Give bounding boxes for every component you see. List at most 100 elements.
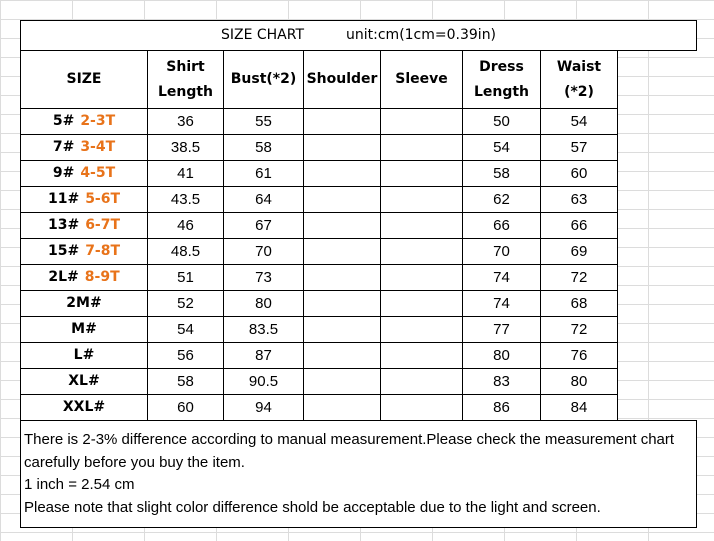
table-cell: 60 <box>540 160 618 187</box>
size-label: M# <box>71 321 97 337</box>
unit: unit:cm(1cm=0.39in) <box>346 27 497 43</box>
table-cell: 62 <box>462 186 541 213</box>
table-cell: 67 <box>223 212 304 239</box>
table-cell: 74 <box>462 264 541 291</box>
table-cell <box>380 186 463 213</box>
table-cell: 38.5 <box>147 134 224 161</box>
table-cell: 90.5 <box>223 368 304 395</box>
age-label: 4-5T <box>80 165 116 181</box>
table-cell: 63 <box>540 186 618 213</box>
table-cell: 58 <box>223 134 304 161</box>
note-line: There is 2-3% difference according to ma… <box>24 431 675 471</box>
table-cell <box>380 108 463 135</box>
size-cell: 2M# <box>20 290 148 317</box>
size-label: L# <box>73 347 95 363</box>
size-label: 11# <box>47 191 80 207</box>
age-label: 5-6T <box>85 191 121 207</box>
table-cell <box>303 368 381 395</box>
size-cell: 11# 5-6T <box>20 186 148 213</box>
header-cell: Bust(*2) <box>223 50 304 109</box>
table-cell <box>380 238 463 265</box>
table-cell: 41 <box>147 160 224 187</box>
size-label: 15# <box>47 243 80 259</box>
table-cell <box>303 108 381 135</box>
age-label: 2-3T <box>80 113 116 129</box>
table-cell <box>303 238 381 265</box>
table-cell: 73 <box>223 264 304 291</box>
table-cell: 54 <box>462 134 541 161</box>
table-cell: 70 <box>462 238 541 265</box>
table-cell: 43.5 <box>147 186 224 213</box>
table-cell: 87 <box>223 342 304 369</box>
size-cell: 9# 4-5T <box>20 160 148 187</box>
table-cell: 68 <box>540 290 618 317</box>
table-cell: 55 <box>223 108 304 135</box>
size-cell: 7# 3-4T <box>20 134 148 161</box>
size-cell: 5# 2-3T <box>20 108 148 135</box>
table-cell: 61 <box>223 160 304 187</box>
table-cell <box>303 394 381 421</box>
table-cell <box>380 160 463 187</box>
table-cell <box>380 290 463 317</box>
table-cell <box>303 212 381 239</box>
table-cell: 80 <box>540 368 618 395</box>
title: SIZE CHART <box>220 27 305 43</box>
table-cell: 58 <box>147 368 224 395</box>
size-cell: 15# 7-8T <box>20 238 148 265</box>
table-cell: 50 <box>462 108 541 135</box>
table-cell: 58 <box>462 160 541 187</box>
table-cell: 57 <box>540 134 618 161</box>
table-cell: 72 <box>540 316 618 343</box>
table-cell <box>380 212 463 239</box>
table-cell: 46 <box>147 212 224 239</box>
table-cell <box>303 134 381 161</box>
header-cell: Shirt Length <box>147 50 224 109</box>
table-cell: 83.5 <box>223 316 304 343</box>
table-cell: 51 <box>147 264 224 291</box>
table-cell: 76 <box>540 342 618 369</box>
size-cell: L# <box>20 342 148 369</box>
table-cell <box>380 316 463 343</box>
table-cell <box>380 368 463 395</box>
size-cell: 2L# 8-9T <box>20 264 148 291</box>
table-cell: 80 <box>462 342 541 369</box>
table-cell: 69 <box>540 238 618 265</box>
table-cell: 60 <box>147 394 224 421</box>
table-cell: 54 <box>147 316 224 343</box>
size-label: 5# <box>52 113 75 129</box>
table-cell: 72 <box>540 264 618 291</box>
table-cell: 94 <box>223 394 304 421</box>
size-label: 13# <box>47 217 80 233</box>
header-cell: Waist (*2) <box>540 50 618 109</box>
table-cell: 56 <box>147 342 224 369</box>
table-cell: 66 <box>540 212 618 239</box>
size-label: 9# <box>52 165 75 181</box>
table-cell: 48.5 <box>147 238 224 265</box>
age-label: 3-4T <box>80 139 116 155</box>
note-line: 1 inch = 2.54 cm <box>24 476 135 493</box>
header-cell: SIZE <box>20 50 148 109</box>
size-label: XL# <box>68 373 100 389</box>
table-cell: 74 <box>462 290 541 317</box>
table-cell <box>303 342 381 369</box>
size-cell: XXL# <box>20 394 148 421</box>
table-cell <box>380 264 463 291</box>
size-label: 2M# <box>66 295 102 311</box>
note-line: Please note that slight color difference… <box>24 498 601 516</box>
age-label: 6-7T <box>85 217 121 233</box>
header-cell: Shoulder <box>303 50 381 109</box>
age-label: 7-8T <box>85 243 121 259</box>
age-label: 8-9T <box>84 269 120 285</box>
table-cell: 83 <box>462 368 541 395</box>
notes: There is 2-3% difference according to ma… <box>20 420 697 528</box>
size-label: XXL# <box>62 399 106 415</box>
table-cell: 70 <box>223 238 304 265</box>
size-cell: 13# 6-7T <box>20 212 148 239</box>
table-cell <box>303 160 381 187</box>
table-cell: 77 <box>462 316 541 343</box>
size-label: 7# <box>52 139 75 155</box>
table-cell <box>380 342 463 369</box>
table-cell <box>303 290 381 317</box>
table-cell: 86 <box>462 394 541 421</box>
